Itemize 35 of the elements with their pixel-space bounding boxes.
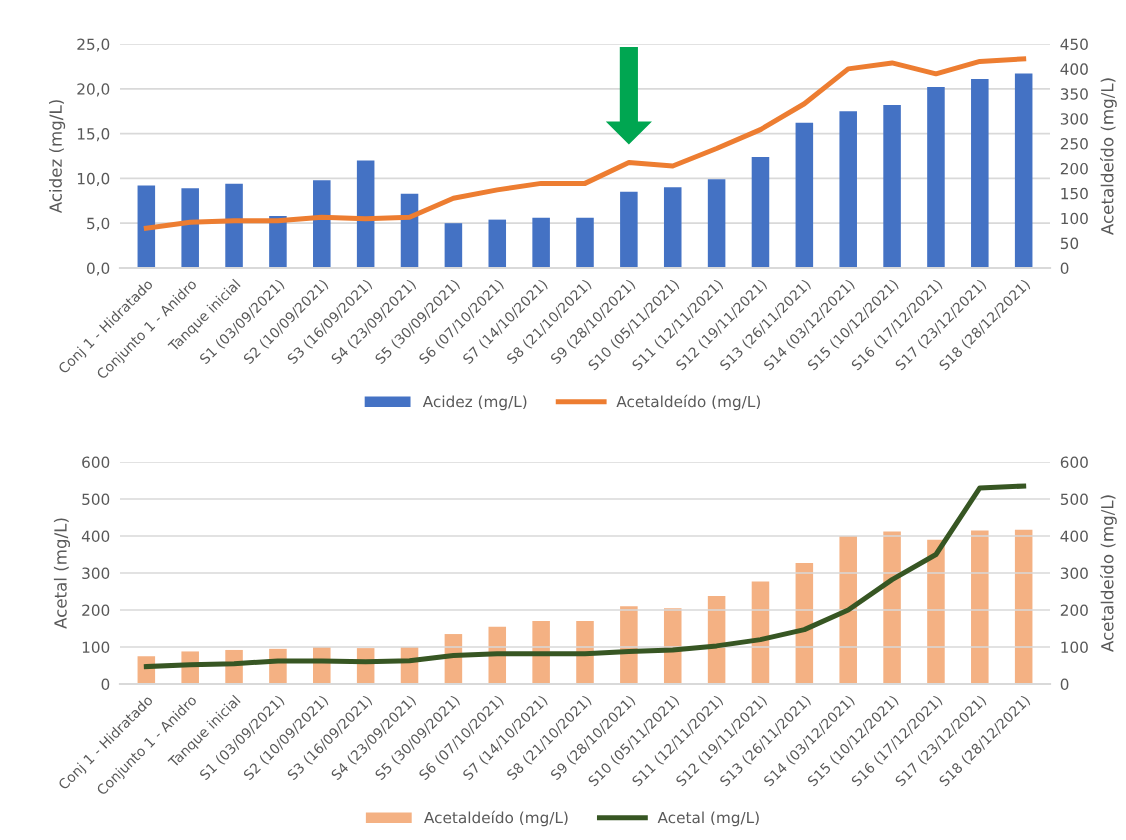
- bar: [707, 179, 726, 268]
- line-series: [143, 56, 1027, 231]
- bar: [883, 531, 901, 684]
- bar: [137, 185, 156, 268]
- bar: [839, 536, 857, 684]
- bar: [927, 539, 945, 684]
- bar: [1014, 73, 1033, 268]
- bar: [269, 216, 287, 268]
- bar: [181, 188, 199, 268]
- bar: [225, 183, 243, 268]
- bar: [356, 160, 375, 268]
- bar: [532, 217, 550, 268]
- bar: [532, 621, 550, 684]
- bar: [971, 78, 989, 268]
- bar: [444, 223, 463, 268]
- bar: [620, 191, 638, 268]
- bar: [663, 608, 682, 684]
- bar: [576, 217, 594, 268]
- line-series: [143, 483, 1027, 670]
- bar: [576, 621, 594, 684]
- bar: [663, 187, 682, 268]
- bar: [313, 180, 331, 268]
- y-axis-title: Acetal (mg/L): [53, 518, 71, 629]
- bar: [1014, 529, 1033, 684]
- bar: [488, 219, 507, 268]
- bar: [751, 156, 770, 268]
- y-axis-title: Acidez (mg/L): [49, 100, 66, 214]
- bar: [839, 111, 857, 268]
- bar: [620, 606, 638, 684]
- bar: [927, 87, 945, 268]
- y2-axis-title: Acetaldeído (mg/L): [1099, 495, 1117, 652]
- bar: [971, 530, 989, 684]
- bar: [795, 122, 814, 268]
- bar: [883, 104, 901, 268]
- y2-axis-title: Acetaldeído (mg/L): [1099, 78, 1117, 235]
